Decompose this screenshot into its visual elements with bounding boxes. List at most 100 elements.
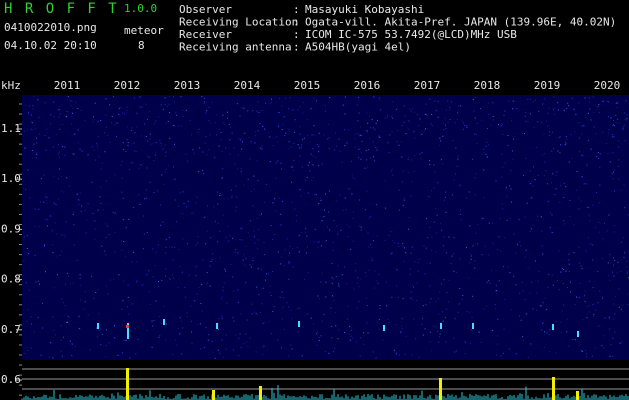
noise-dot [318,145,320,147]
noise-dot [415,300,417,302]
noise-dot [186,312,188,314]
noise-dot [52,146,54,148]
noise-dot [589,220,591,222]
noise-dot [537,280,539,282]
noise-dot [530,228,532,230]
noise-dot [598,202,600,204]
noise-dot [379,305,381,306]
noise-dot [486,142,488,143]
noise-dot [46,197,48,199]
noise-dot [55,204,57,205]
noise-dot [278,112,280,113]
noise-dot [586,317,588,319]
noise-dot [432,325,434,327]
noise-dot [496,290,497,292]
noise-dot [149,303,151,305]
noise-dot [484,245,486,247]
noise-dot [608,129,610,131]
noise-dot [142,248,144,250]
noise-dot [509,348,510,350]
noise-dot [588,311,590,313]
noise-dot [140,164,142,166]
noise-dot [568,263,570,265]
noise-dot [607,274,609,276]
noise-dot [390,231,392,233]
noise-dot [439,144,441,146]
noise-dot [112,211,114,213]
noise-dot [306,314,308,316]
noise-dot [237,154,239,156]
noise-dot [55,134,57,135]
noise-dot [472,99,474,101]
noise-dot [367,166,369,168]
noise-dot [111,115,113,117]
noise-dot [358,199,360,201]
noise-dot [551,232,553,234]
noise-dot [490,125,492,127]
noise-dot [536,309,538,311]
noise-dot [513,275,515,277]
noise-dot [202,259,204,261]
noise-dot [180,125,182,127]
noise-dot [364,209,366,211]
noise-dot [457,113,459,114]
noise-dot [182,238,184,240]
noise-dot [241,148,243,150]
noise-dot [263,242,265,244]
noise-dot [621,341,623,343]
field-value: A504HB(yagi 4el) [305,41,411,54]
noise-dot [478,331,480,333]
noise-dot [60,350,62,352]
noise-dot [320,199,322,201]
noise-dot [442,163,443,165]
noise-dot [127,144,129,146]
noise-dot [519,315,520,317]
noise-dot [346,224,348,226]
noise-dot [371,259,373,261]
noise-dot [117,354,119,356]
noise-dot [165,252,167,254]
noise-dot [497,335,499,337]
noise-dot [52,357,54,359]
noise-dot [139,203,141,205]
noise-dot [25,282,27,284]
noise-dot [516,244,518,246]
noise-dot [474,177,476,179]
noise-dot [328,137,330,138]
noise-dot [448,301,449,303]
noise-dot [252,260,254,261]
noise-dot [578,138,580,140]
noise-dot [431,114,433,116]
noise-dot [215,330,217,332]
noise-dot [152,325,154,327]
noise-dot [471,316,473,318]
noise-dot [301,231,303,233]
noise-dot [255,312,257,314]
noise-dot [598,112,600,113]
noise-dot [321,272,323,274]
noise-dot [57,274,58,276]
noise-dot [225,334,227,336]
noise-dot [108,234,110,236]
noise-dot [166,323,167,325]
noise-dot [323,216,325,218]
noise-dot [247,232,249,234]
noise-dot [441,229,443,231]
noise-dot [599,290,601,292]
noise-dot [365,298,367,300]
noise-dot [304,179,306,181]
noise-dot [404,115,406,117]
noise-dot [292,248,294,249]
noise-dot [249,337,251,339]
noise-dot [370,243,372,245]
noise-dot [477,243,479,245]
noise-dot [592,259,594,261]
noise-dot [245,258,247,260]
noise-dot [192,149,194,151]
noise-dot [598,158,599,159]
noise-dot [68,276,69,277]
noise-dot [613,318,615,320]
noise-dot [136,280,138,282]
noise-dot [429,341,431,343]
noise-dot [448,236,450,238]
